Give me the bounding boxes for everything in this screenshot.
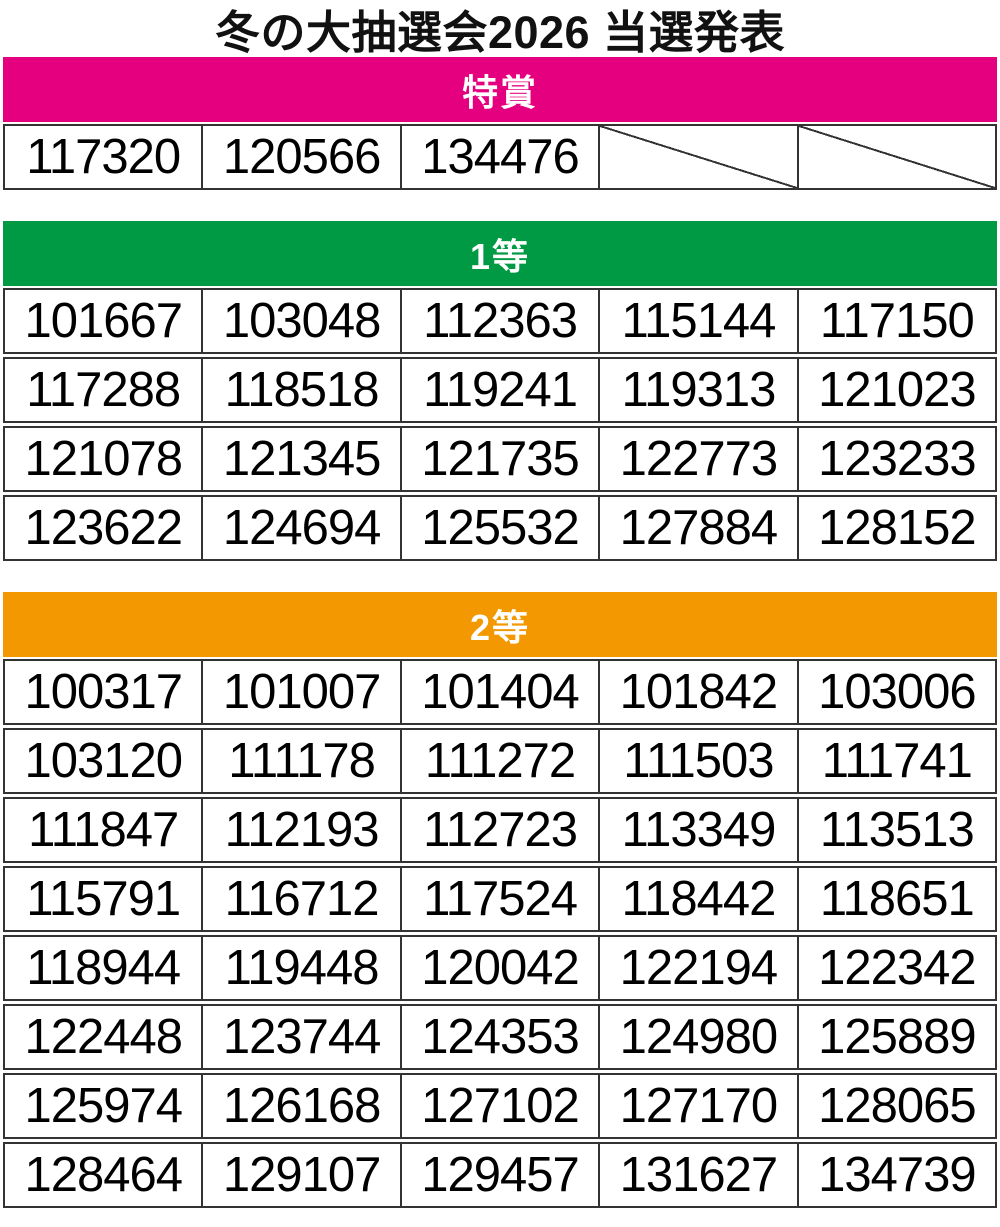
section-special-prize: 特賞 117320 120566 134476 <box>3 57 997 190</box>
winning-number-cell: 122773 <box>598 428 796 490</box>
winning-number-cell: 112723 <box>399 799 598 861</box>
winning-number-cell: 111503 <box>598 730 796 792</box>
winning-number-cell: 129457 <box>399 1144 598 1206</box>
winning-number-cell: 103120 <box>24 734 183 788</box>
number-row: 117320 120566 134476 <box>3 124 997 190</box>
empty-cell-diagonal <box>796 126 996 188</box>
winning-number-cell: 122194 <box>598 937 796 999</box>
winning-number-cell: 123744 <box>201 1006 399 1068</box>
number-row: 128464 129107 129457 131627 134739 <box>3 1142 997 1208</box>
number-row: 122448 123744 124353 124980 125889 <box>3 1004 997 1070</box>
winning-number-cell: 103048 <box>201 290 399 352</box>
winning-number-cell: 101842 <box>598 661 796 723</box>
number-row: 125974 126168 127102 127170 128065 <box>3 1073 997 1139</box>
winning-number-cell: 117320 <box>26 130 181 184</box>
section-label-first-prize: 1等 <box>469 235 531 277</box>
winning-number-cell: 123622 <box>24 501 183 555</box>
winning-number-cell: 125532 <box>399 497 598 559</box>
winning-number-cell: 119313 <box>598 359 796 421</box>
winning-number-cell: 124980 <box>598 1006 796 1068</box>
section-label-second-prize: 2等 <box>469 606 531 648</box>
number-row: 121078 121345 121735 122773 123233 <box>3 426 997 492</box>
number-row: 100317 101007 101404 101842 103006 <box>3 659 997 725</box>
winning-number-cell: 121345 <box>201 428 399 490</box>
winning-number-cell: 123233 <box>796 428 995 490</box>
winning-number-cell: 122448 <box>24 1010 183 1064</box>
winning-number-cell: 118442 <box>598 868 796 930</box>
winning-number-cell: 118518 <box>201 359 399 421</box>
number-rows-special-prize: 117320 120566 134476 <box>3 124 997 190</box>
winning-number-cell: 128152 <box>796 497 995 559</box>
winning-number-cell: 116712 <box>201 868 399 930</box>
number-row: 111847 112193 112723 113349 113513 <box>3 797 997 863</box>
winning-number-cell: 131627 <box>598 1144 796 1206</box>
winning-number-cell: 124353 <box>399 1006 598 1068</box>
page-title: 冬の大抽選会2026 当選発表 <box>214 7 786 58</box>
section-label-special-prize: 特賞 <box>461 71 538 113</box>
number-row: 101667 103048 112363 115144 117150 <box>3 288 997 354</box>
winning-number-cell: 122342 <box>796 937 995 999</box>
winning-number-cell: 121078 <box>24 432 183 486</box>
number-rows-second-prize: 100317 101007 101404 101842 103006 103120 1111… <box>3 659 997 1208</box>
number-row: 118944 119448 120042 122194 122342 <box>3 935 997 1001</box>
empty-cell-diagonal <box>598 126 797 188</box>
winning-number-cell: 118651 <box>796 868 995 930</box>
winning-number-cell: 115144 <box>598 290 796 352</box>
number-row: 117288 118518 119241 119313 121023 <box>3 357 997 423</box>
winning-number-cell: 134476 <box>399 126 598 188</box>
winning-number-cell: 101404 <box>399 661 598 723</box>
winning-number-cell: 125889 <box>796 1006 995 1068</box>
number-row: 123622 124694 125532 127884 128152 <box>3 495 997 561</box>
winning-number-cell: 101007 <box>201 661 399 723</box>
winning-number-cell: 127170 <box>598 1075 796 1137</box>
winning-number-cell: 119448 <box>201 937 399 999</box>
winning-number-cell: 125974 <box>24 1079 183 1133</box>
winning-number-cell: 117150 <box>796 290 995 352</box>
winning-number-cell: 117288 <box>26 363 181 417</box>
winning-number-cell: 117524 <box>399 868 598 930</box>
winning-number-cell: 103006 <box>796 661 995 723</box>
winning-number-cell: 115791 <box>26 872 181 926</box>
winning-number-cell: 119241 <box>399 359 598 421</box>
winning-number-cell: 127884 <box>598 497 796 559</box>
winning-number-cell: 134739 <box>796 1144 995 1206</box>
winning-number-cell: 128464 <box>24 1148 183 1202</box>
winning-number-cell: 111272 <box>399 730 598 792</box>
section-header-first-prize: 1等 <box>3 221 997 286</box>
winning-number-cell: 113349 <box>598 799 796 861</box>
number-row: 115791 116712 117524 118442 118651 <box>3 866 997 932</box>
section-second-prize: 2等 100317 101007 101404 101842 103006 103120 1… <box>3 592 997 1208</box>
winning-number-cell: 129107 <box>201 1144 399 1206</box>
section-header-special-prize: 特賞 <box>3 57 997 122</box>
winning-number-cell: 124694 <box>201 497 399 559</box>
number-row: 103120 111178 111272 111503 111741 <box>3 728 997 794</box>
winning-number-cell: 100317 <box>24 665 183 719</box>
winning-number-cell: 112363 <box>399 290 598 352</box>
winning-number-cell: 111178 <box>201 730 399 792</box>
winning-number-cell: 121023 <box>796 359 995 421</box>
number-rows-first-prize: 101667 103048 112363 115144 117150 117288 1185… <box>3 288 997 561</box>
winning-number-cell: 128065 <box>796 1075 995 1137</box>
winning-number-cell: 118944 <box>26 941 181 995</box>
section-first-prize: 1等 101667 103048 112363 115144 117150 117288 1… <box>3 221 997 561</box>
winning-number-cell: 127102 <box>399 1075 598 1137</box>
winning-number-cell: 113513 <box>796 799 995 861</box>
winning-number-cell: 111741 <box>796 730 995 792</box>
winning-number-cell: 120566 <box>201 126 399 188</box>
winning-number-cell: 111847 <box>28 803 179 857</box>
winning-number-cell: 120042 <box>399 937 598 999</box>
section-header-second-prize: 2等 <box>3 592 997 657</box>
winning-number-cell: 126168 <box>201 1075 399 1137</box>
winning-number-cell: 101667 <box>24 294 183 348</box>
winning-number-cell: 112193 <box>201 799 399 861</box>
winning-number-cell: 121735 <box>399 428 598 490</box>
